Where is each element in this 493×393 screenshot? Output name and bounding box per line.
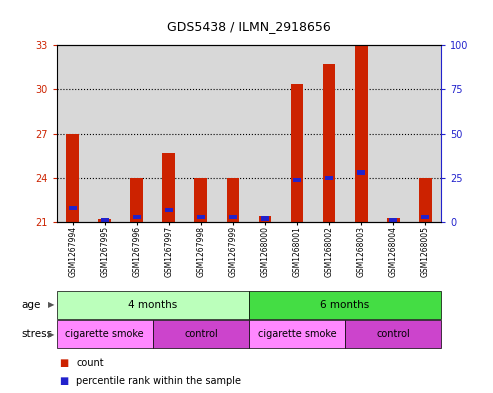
Bar (377, 45, 409, 222)
Text: cigarette smoke: cigarette smoke (66, 329, 144, 339)
Text: percentile rank within the sample: percentile rank within the sample (76, 376, 242, 386)
Text: ▶: ▶ (48, 301, 55, 309)
Bar (133, 215, 141, 219)
Text: ▶: ▶ (48, 330, 55, 338)
Bar (421, 215, 429, 219)
Bar (197, 215, 205, 219)
Bar (217, 45, 249, 222)
Text: cigarette smoke: cigarette smoke (258, 329, 336, 339)
Bar (325, 176, 333, 180)
Bar (89, 45, 121, 222)
Bar (389, 218, 397, 222)
Bar (291, 84, 304, 222)
Text: 4 months: 4 months (128, 300, 177, 310)
Text: GDS5438 / ILMN_2918656: GDS5438 / ILMN_2918656 (167, 20, 331, 33)
Bar (261, 217, 269, 220)
Bar (130, 178, 143, 222)
Bar (66, 134, 79, 222)
Bar (409, 45, 441, 222)
Text: count: count (76, 358, 104, 368)
Bar (322, 64, 335, 222)
Bar (229, 215, 237, 219)
Bar (387, 218, 399, 222)
Bar (419, 178, 432, 222)
Bar (293, 178, 301, 182)
Text: control: control (184, 329, 218, 339)
Bar (163, 153, 176, 222)
Text: 6 months: 6 months (320, 300, 370, 310)
Bar (249, 45, 281, 222)
Text: age: age (21, 300, 40, 310)
Text: ■: ■ (59, 358, 69, 368)
Bar (313, 45, 345, 222)
Bar (355, 45, 368, 222)
Bar (101, 218, 109, 222)
Bar (185, 45, 217, 222)
Bar (165, 208, 173, 212)
Bar (69, 206, 77, 210)
Bar (98, 219, 111, 222)
Bar (227, 178, 240, 222)
Bar (357, 171, 365, 174)
Text: stress: stress (21, 329, 52, 339)
Bar (281, 45, 313, 222)
Bar (258, 216, 271, 222)
Text: control: control (376, 329, 410, 339)
Bar (57, 45, 89, 222)
Bar (153, 45, 185, 222)
Bar (345, 45, 377, 222)
Text: ■: ■ (59, 376, 69, 386)
Bar (194, 178, 207, 222)
Bar (121, 45, 153, 222)
